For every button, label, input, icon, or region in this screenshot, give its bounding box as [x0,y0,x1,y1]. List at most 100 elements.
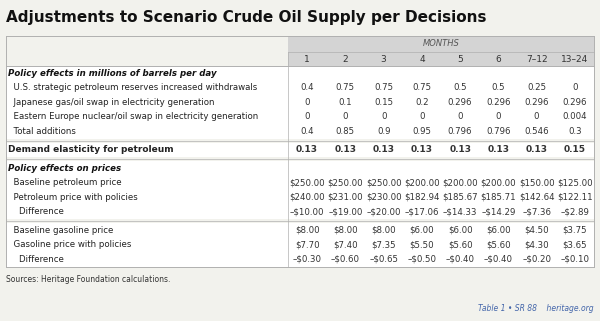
Text: 0.5: 0.5 [491,83,505,92]
Text: –$2.89: –$2.89 [560,207,589,216]
Text: 0.25: 0.25 [527,83,546,92]
Text: 0.3: 0.3 [568,127,581,136]
Text: –$20.00: –$20.00 [367,207,401,216]
Text: 0: 0 [534,112,539,121]
Text: Difference: Difference [8,255,64,264]
Text: Sources: Heritage Foundation calculations.: Sources: Heritage Foundation calculation… [6,274,170,283]
Text: –$7.36: –$7.36 [522,207,551,216]
Text: Adjustments to Scenario Crude Oil Supply per Decisions: Adjustments to Scenario Crude Oil Supply… [6,10,487,25]
Text: 0.75: 0.75 [336,83,355,92]
Text: $5.60: $5.60 [448,240,472,249]
Text: $240.00: $240.00 [289,193,325,202]
Text: –$0.20: –$0.20 [522,255,551,264]
Text: 0.546: 0.546 [524,127,549,136]
Text: –$0.50: –$0.50 [407,255,436,264]
Text: 0.4: 0.4 [301,127,314,136]
Text: 0.75: 0.75 [374,83,393,92]
Text: 0.95: 0.95 [412,127,431,136]
Text: 4: 4 [419,55,425,64]
Text: 13–24: 13–24 [561,55,589,64]
Text: 0.796: 0.796 [448,127,472,136]
Text: –$0.40: –$0.40 [484,255,513,264]
Text: 0: 0 [304,98,310,107]
FancyBboxPatch shape [6,238,594,252]
Text: Demand elasticity for petroleum: Demand elasticity for petroleum [8,145,173,154]
Text: $231.00: $231.00 [328,193,363,202]
Text: 0.5: 0.5 [454,83,467,92]
FancyBboxPatch shape [288,36,594,52]
Text: $230.00: $230.00 [366,193,401,202]
Text: 0: 0 [457,112,463,121]
FancyBboxPatch shape [6,143,594,157]
Text: 7–12: 7–12 [526,55,547,64]
Text: $250.00: $250.00 [289,178,325,187]
Text: Japanese gas/oil swap in electricity generation: Japanese gas/oil swap in electricity gen… [8,98,215,107]
Text: $6.00: $6.00 [486,226,511,235]
Text: $200.00: $200.00 [442,178,478,187]
Text: –$0.60: –$0.60 [331,255,360,264]
Text: $4.50: $4.50 [524,226,549,235]
Text: U.S. strategic petroleum reserves increased withdrawals: U.S. strategic petroleum reserves increa… [8,83,257,92]
Text: $185.67: $185.67 [442,193,478,202]
Text: 0: 0 [419,112,425,121]
Text: 0: 0 [572,83,578,92]
Text: $7.40: $7.40 [333,240,358,249]
FancyBboxPatch shape [6,190,594,204]
Text: $150.00: $150.00 [519,178,554,187]
Text: –$17.06: –$17.06 [404,207,439,216]
Text: Policy effects on prices: Policy effects on prices [8,164,121,173]
Text: Table 1 • SR 88    heritage.org: Table 1 • SR 88 heritage.org [478,304,594,313]
Text: 0.13: 0.13 [296,145,318,154]
Text: $8.00: $8.00 [371,226,396,235]
Text: $185.71: $185.71 [481,193,516,202]
FancyBboxPatch shape [6,252,594,266]
Text: 0.296: 0.296 [486,98,511,107]
Text: 0.15: 0.15 [564,145,586,154]
Text: –$0.10: –$0.10 [560,255,589,264]
Text: 0.13: 0.13 [449,145,471,154]
Text: –$19.00: –$19.00 [328,207,362,216]
Text: 1: 1 [304,55,310,64]
FancyBboxPatch shape [6,161,594,176]
Text: $142.64: $142.64 [519,193,554,202]
Text: Eastern Europe nuclear/oil swap in electricity generation: Eastern Europe nuclear/oil swap in elect… [8,112,258,121]
Text: 0.13: 0.13 [334,145,356,154]
Text: 6: 6 [496,55,501,64]
Text: 0: 0 [343,112,348,121]
FancyBboxPatch shape [6,66,594,81]
Text: 0.2: 0.2 [415,98,428,107]
Text: 0: 0 [304,112,310,121]
Text: Difference: Difference [8,207,64,216]
Text: –$14.33: –$14.33 [443,207,478,216]
Text: Baseline petroleum price: Baseline petroleum price [8,178,122,187]
Text: $5.50: $5.50 [410,240,434,249]
Text: $7.35: $7.35 [371,240,396,249]
FancyBboxPatch shape [6,204,594,219]
Text: 0.296: 0.296 [563,98,587,107]
Text: 2: 2 [343,55,348,64]
Text: $250.00: $250.00 [366,178,401,187]
Text: Petroleum price with policies: Petroleum price with policies [8,193,138,202]
Text: Baseline gasoline price: Baseline gasoline price [8,226,113,235]
Text: $3.65: $3.65 [563,240,587,249]
FancyBboxPatch shape [6,223,594,238]
Text: –$0.40: –$0.40 [446,255,475,264]
Text: 0.15: 0.15 [374,98,393,107]
FancyBboxPatch shape [6,95,594,109]
Text: 0.13: 0.13 [526,145,548,154]
Text: Policy effects in millions of barrels per day: Policy effects in millions of barrels pe… [8,69,217,78]
Text: 0: 0 [496,112,501,121]
Text: 0.4: 0.4 [301,83,314,92]
Text: 0.9: 0.9 [377,127,391,136]
Text: $122.11: $122.11 [557,193,593,202]
Text: Total additions: Total additions [8,127,76,136]
Text: $3.75: $3.75 [563,226,587,235]
FancyBboxPatch shape [6,81,594,95]
Text: 0.296: 0.296 [448,98,472,107]
Text: 5: 5 [457,55,463,64]
Text: $7.70: $7.70 [295,240,319,249]
Text: 0.85: 0.85 [336,127,355,136]
Text: 3: 3 [381,55,386,64]
Text: $5.60: $5.60 [486,240,511,249]
Text: 0.796: 0.796 [486,127,511,136]
